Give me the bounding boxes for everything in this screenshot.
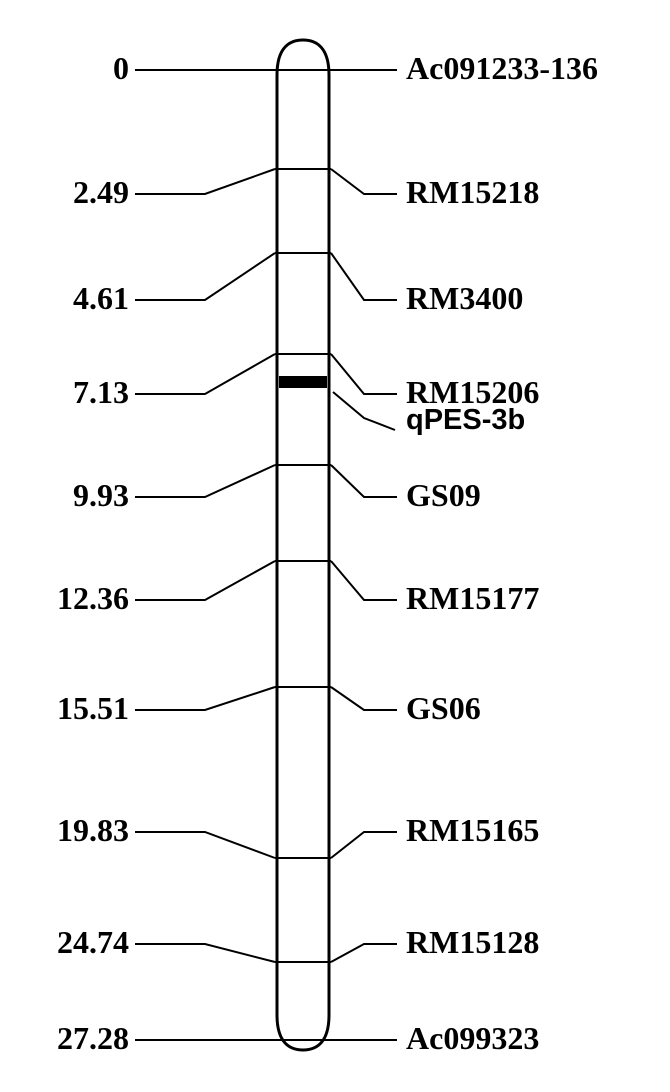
marker-label: Ac099323: [406, 1020, 539, 1057]
marker-label: RM15218: [406, 174, 539, 211]
position-label: 15.51: [57, 690, 129, 727]
marker-label: GS09: [406, 477, 481, 514]
marker-label: GS06: [406, 690, 481, 727]
position-label: 0: [113, 50, 129, 87]
marker-label: RM15165: [406, 812, 539, 849]
position-label: 12.36: [57, 580, 129, 617]
position-label: 2.49: [73, 174, 129, 211]
position-label: 24.74: [57, 924, 129, 961]
position-label: 9.93: [73, 477, 129, 514]
qtl-label: qPES-3b: [406, 404, 525, 437]
marker-label: Ac091233-136: [406, 50, 598, 87]
position-label: 7.13: [73, 374, 129, 411]
position-label: 19.83: [57, 812, 129, 849]
position-label: 4.61: [73, 280, 129, 317]
position-label: 27.28: [57, 1020, 129, 1057]
marker-label: RM15128: [406, 924, 539, 961]
marker-label: RM15177: [406, 580, 539, 617]
marker-label: RM3400: [406, 280, 523, 317]
